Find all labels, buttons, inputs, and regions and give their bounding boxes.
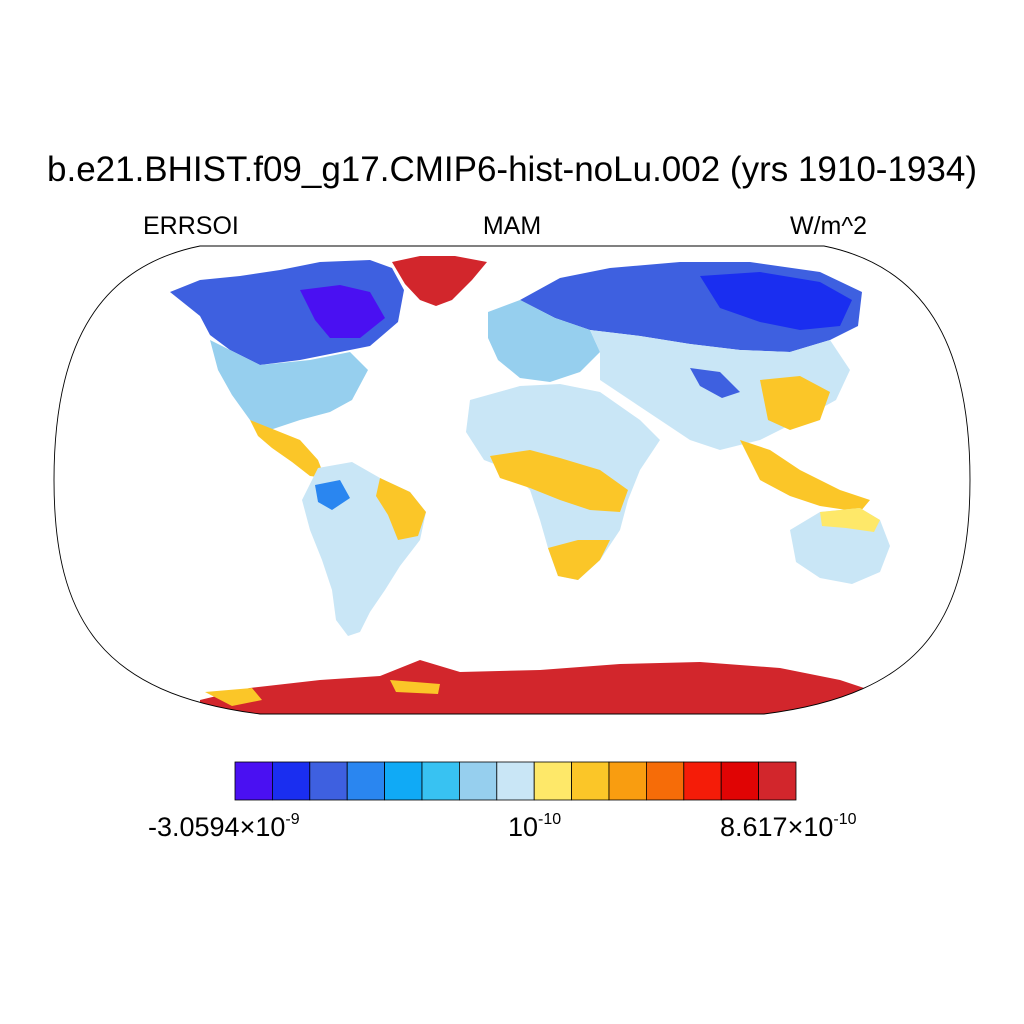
antarctica-region <box>200 660 900 714</box>
europe-region <box>488 300 600 382</box>
chart-title: b.e21.BHIST.f09_g17.CMIP6-hist-noLu.002 … <box>47 150 977 189</box>
east-asia-warm <box>760 376 830 430</box>
amazon-blue-patch <box>315 480 350 510</box>
map-field <box>170 256 900 714</box>
hudson-dark-region <box>300 285 385 338</box>
units-label: W/m^2 <box>790 212 868 240</box>
australia-warm-edge <box>820 508 880 532</box>
season-label: MAM <box>482 212 542 240</box>
greenland-region <box>392 256 487 306</box>
tibet-blue-patch <box>690 368 740 398</box>
variable-label: ERRSOI <box>143 212 239 240</box>
antarctic-peninsula-warm <box>205 688 262 706</box>
africa-warm-band <box>490 450 628 512</box>
north-america-mid <box>210 340 368 430</box>
map-boundary <box>53 245 971 715</box>
south-america-warm <box>376 478 426 540</box>
colorbar-min-label: -3.0594×10-9 <box>148 811 300 842</box>
central-america <box>250 420 325 478</box>
southeast-asia <box>740 440 870 512</box>
north-america-north <box>170 260 404 365</box>
southern-africa-warm <box>548 540 610 580</box>
colorbar-mid-label: 10-10 <box>508 811 562 842</box>
antarctic-warm-patch <box>390 680 440 694</box>
colorbar-max-label: 8.617×10-10 <box>720 811 857 842</box>
siberia-dark-region <box>700 272 852 330</box>
